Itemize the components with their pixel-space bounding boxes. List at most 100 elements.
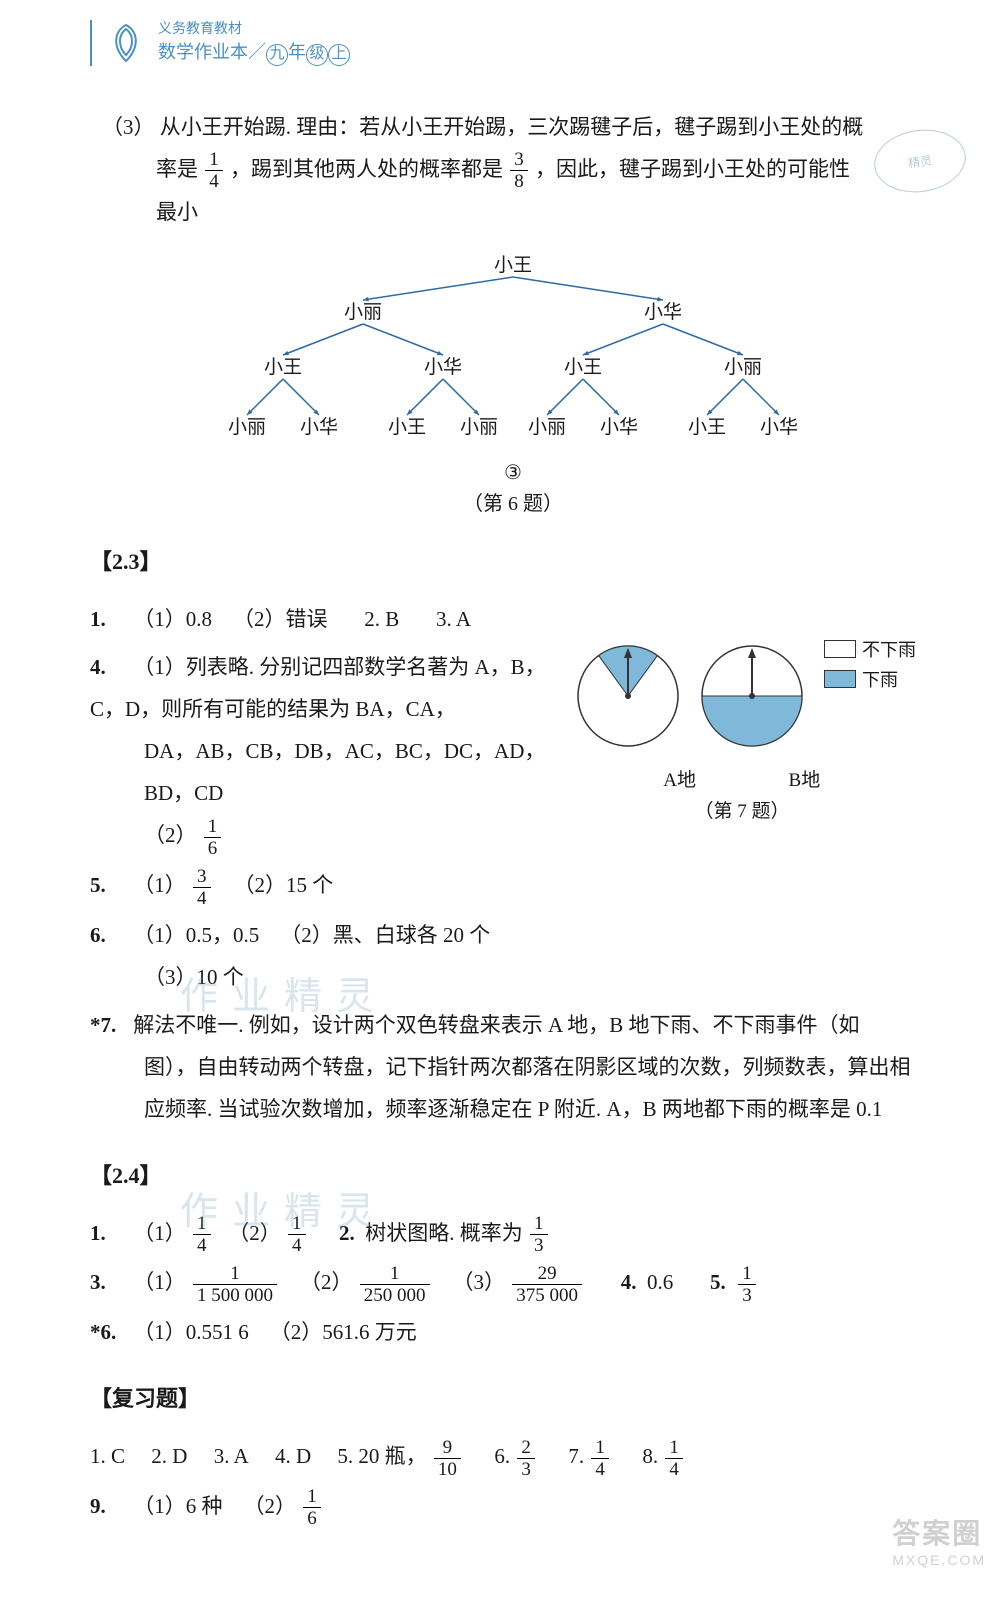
frac: 16 [303,1487,321,1528]
frac: 1250 000 [360,1264,430,1305]
header-subtitle: 义务教育教材 [158,20,350,40]
frac-d: 6 [303,1507,321,1528]
frac-n: 29 [534,1264,561,1284]
ans: （1）列表略. 分别记四部数学名著为 A，B，C，D，则所有可能的结果为 BA，… [90,655,546,721]
q3-text-d: ，因此，毽子踢到小王处的可能性 [535,157,850,181]
header-text: 义务教育教材 数学作业本／九年级上 [158,20,350,66]
tree-svg: 小王小丽小华小王小华小王小丽小丽小华小王小丽小丽小华小王小华 [193,253,833,453]
ans: 1. C [90,1444,125,1468]
q3-text-b: 率是 [156,157,198,181]
ans: 2. D [151,1444,187,1468]
frac-n: 2 [517,1438,535,1458]
frac: 16 [204,817,222,858]
frac-n: 1 [591,1438,609,1458]
spinners-figure: 不下雨 下雨 A地 B地 （第 7 题） [568,636,916,823]
qnum: 5. [90,864,128,906]
footer-watermark: 答案圈 MXQE.COM [892,1512,986,1568]
q3-text-a: 从小王开始踢. 理由：若从小王开始踢，三次踢毽子后，毽子踢到小王处的概 [160,115,864,139]
svg-text:小丽: 小丽 [460,416,498,438]
footer-b: MXQE.COM [892,1552,986,1568]
frac: 14 [288,1214,306,1255]
frac-n: 1 [288,1214,306,1234]
frac-d: 1 500 000 [193,1284,277,1305]
svg-text:小华: 小华 [760,416,798,438]
q3-text-c: ，踢到其他两人处的概率都是 [230,157,503,181]
ans: 解法不唯一. 例如，设计两个双色转盘来表示 A 地，B 地下雨、不下雨事件（如 [133,1013,859,1037]
spinner-labels: A地 B地 [568,765,916,792]
ans: 2. B [364,607,399,631]
ans: 3. A [214,1444,249,1468]
page: 义务教育教材 数学作业本／九年级上 精灵 （3） 从小王开始踢. 理由：若从小王… [0,0,996,1574]
frac: 13 [738,1264,756,1305]
ans: 0.6 [647,1270,673,1294]
legend-label: 下雨 [862,666,898,692]
legend-no-rain: 不下雨 [824,636,916,662]
frac: 14 [591,1438,609,1479]
frac-d: 250 000 [360,1284,430,1305]
svg-text:小王: 小王 [564,356,602,378]
frac-d: 3 [530,1234,548,1255]
label: （1） [133,1270,186,1294]
s24-q1: 1. （1） 14 （2） 14 2. 树状图略. 概率为 13 [90,1212,936,1256]
label: （2） [300,1270,353,1294]
qnum: 1. [90,598,128,640]
section-2-3: 【2.3】 [90,544,936,576]
page-header: 义务教育教材 数学作业本／九年级上 [90,20,936,66]
frac-d: 4 [193,1234,211,1255]
ans: （1）0.551 6 [133,1320,249,1344]
logo-icon [104,21,148,65]
spinner-b [692,636,812,756]
qnum: 1. [90,1212,128,1254]
frac-n: 1 [386,1264,404,1284]
frac-d: 3 [517,1458,535,1479]
qnum: 2. [339,1212,355,1254]
s23-q1: 1. （1）0.8 （2）错误 2. B 3. A [90,598,936,640]
s24-q6: *6. （1）0.551 6 （2）561.6 万元 [90,1311,936,1353]
ans: 7. [568,1444,589,1468]
stamp-text: 精灵 [907,151,933,171]
frac-n: 1 [205,150,223,170]
frac-n: 3 [193,867,211,887]
legend: 不下雨 下雨 [824,636,916,696]
section-2-4: 【2.4】 [90,1158,936,1190]
svg-text:小丽: 小丽 [724,356,762,378]
q6-c: （3）10 个 [144,956,936,998]
svg-text:小丽: 小丽 [228,416,266,438]
spinner-row: 不下雨 下雨 [568,636,916,761]
ans: （1）0.8 [133,607,212,631]
s24-q3: 3. （1） 11 500 000 （2） 1250 000 （3） 29375… [90,1261,936,1305]
svg-text:小华: 小华 [424,356,462,378]
footer-a: 答案圈 [892,1512,986,1552]
ans: （2）错误 [233,607,328,631]
ans: 树状图略. 概率为 [365,1221,523,1245]
s23-q7: *7. 解法不唯一. 例如，设计两个双色转盘来表示 A 地，B 地下雨、不下雨事… [90,1004,936,1130]
frac-n: 1 [193,1214,211,1234]
label: （2） [244,1494,297,1518]
qnum: 9. [90,1485,128,1527]
q3-paragraph: （3） 从小王开始踢. 理由：若从小王开始踢，三次踢毽子后，毽子踢到小王处的概 … [102,106,936,234]
label: （2） [144,823,197,847]
frac-n: 9 [439,1438,457,1458]
frac-d: 10 [434,1458,461,1479]
qnum: 5. [710,1261,726,1303]
frac-n: 1 [204,817,222,837]
frac-n: 1 [665,1438,683,1458]
legend-box-blue [824,670,856,688]
volume: 上 [328,44,350,66]
frac-1-4: 14 [205,150,223,191]
ans: （2）15 个 [234,873,334,897]
svg-text:小王: 小王 [688,416,726,438]
frac-n: 1 [530,1214,548,1234]
frac-d: 4 [193,887,211,908]
frac-d: 8 [510,170,528,191]
frac-3-8: 38 [510,150,528,191]
frac-d: 375 000 [512,1284,582,1305]
label: （1） [133,1221,186,1245]
frac-d: 4 [665,1458,683,1479]
q3-line2: 率是 14 ，踢到其他两人处的概率都是 38 ，因此，毽子踢到小王处的可能性 [156,148,936,192]
frac-n: 1 [738,1264,756,1284]
svg-text:小华: 小华 [644,301,682,323]
frac: 14 [665,1438,683,1479]
s23-q5: 5. （1） 34 （2）15 个 [90,864,936,908]
label-b: B地 [744,765,864,792]
